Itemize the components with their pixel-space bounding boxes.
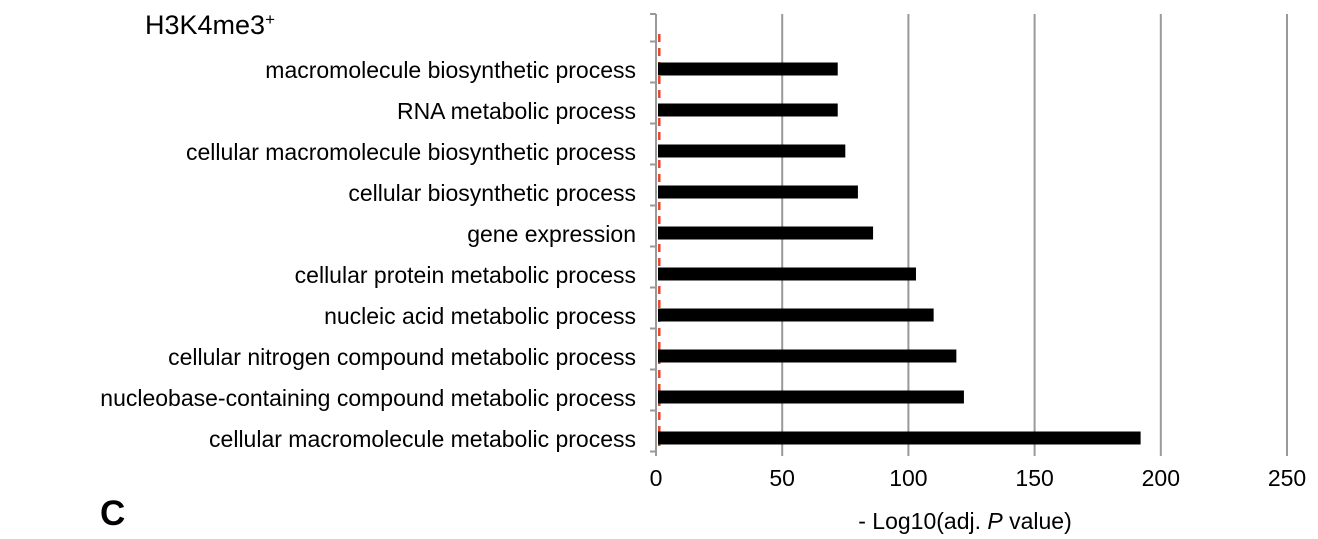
x-tick-labels: 0 50 100 150 200 250 xyxy=(650,465,1307,491)
x-tick-label-150: 150 xyxy=(1015,465,1053,491)
panel-letter: C xyxy=(100,494,126,533)
bar-1 xyxy=(658,62,838,76)
bars xyxy=(658,62,1141,445)
x-tick-label-200: 200 xyxy=(1142,465,1180,491)
bar-2 xyxy=(658,103,838,117)
bar-8 xyxy=(658,349,957,363)
x-axis-label: - Log10(adj. P value) xyxy=(858,508,1072,534)
category-label-5: gene expression xyxy=(467,221,636,247)
x-tick-label-100: 100 xyxy=(889,465,927,491)
x-axis-label-italic: P xyxy=(987,508,1003,534)
x-tick-label-0: 0 xyxy=(650,465,663,491)
category-labels: macromolecule biosynthetic process RNA me… xyxy=(100,57,636,452)
x-tick-label-50: 50 xyxy=(769,465,795,491)
bar-5 xyxy=(658,226,874,240)
bar-3 xyxy=(658,144,846,158)
category-label-7: nucleic acid metabolic process xyxy=(324,303,636,329)
category-label-1: macromolecule biosynthetic process xyxy=(265,57,636,83)
x-tick-label-250: 250 xyxy=(1268,465,1306,491)
category-label-4: cellular biosynthetic process xyxy=(348,180,636,206)
bar-6 xyxy=(658,267,916,281)
axes xyxy=(650,13,661,456)
bar-4 xyxy=(658,185,858,199)
chart-title-text: H3K4me3 xyxy=(145,10,266,40)
x-axis-label-prefix: - Log10(adj. xyxy=(858,508,987,534)
chart-title: H3K4me3+ xyxy=(145,10,275,41)
x-axis-label-suffix: value) xyxy=(1003,508,1072,534)
bar-10 xyxy=(658,431,1141,445)
category-label-3: cellular macromolecule biosynthetic proc… xyxy=(186,139,636,165)
category-label-9: nucleobase-containing compound metabolic… xyxy=(100,385,636,411)
category-label-8: cellular nitrogen compound metabolic pro… xyxy=(168,344,636,370)
chart-title-superscript: + xyxy=(265,10,276,29)
bar-7 xyxy=(658,308,934,322)
category-label-2: RNA metabolic process xyxy=(397,98,636,124)
category-label-10: cellular macromolecule metabolic process xyxy=(209,426,636,452)
category-label-6: cellular protein metabolic process xyxy=(295,262,636,288)
bar-9 xyxy=(658,390,964,404)
